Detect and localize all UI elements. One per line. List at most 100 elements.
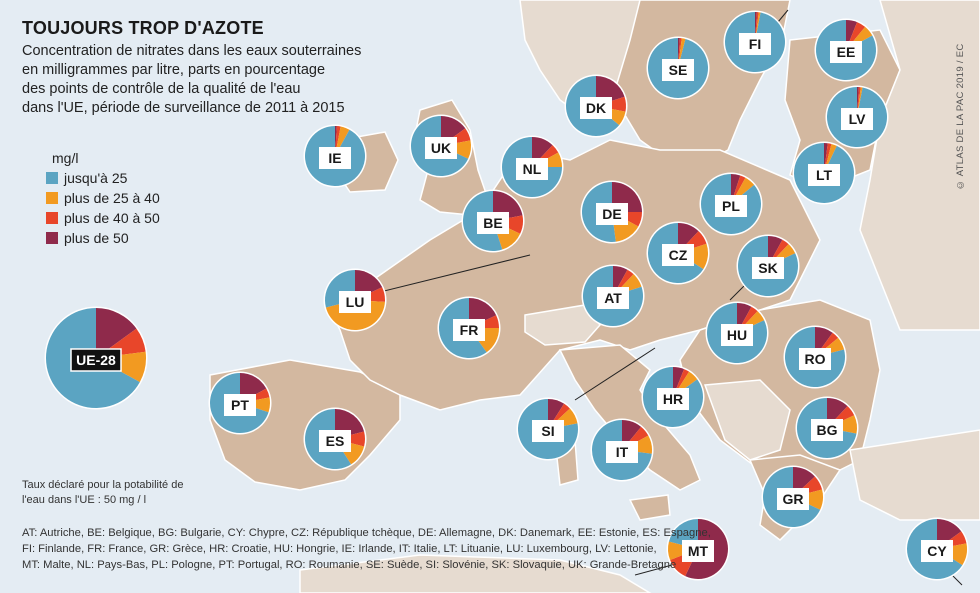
infographic-title: TOUJOURS TROP D'AZOTE bbox=[22, 18, 264, 38]
pie-nl-label: NL bbox=[523, 161, 542, 177]
pie-hr-label-box bbox=[657, 388, 689, 410]
legend-swatch-3 bbox=[46, 212, 58, 224]
pie-lu-label: LU bbox=[346, 294, 365, 310]
leader-si bbox=[574, 347, 656, 401]
pie-cy-label: CY bbox=[927, 543, 947, 559]
pie-at-label-box bbox=[597, 287, 629, 309]
pie-ro-label: RO bbox=[805, 351, 826, 367]
land-north-africa bbox=[299, 554, 652, 593]
pie-dk: DK bbox=[564, 74, 628, 138]
pie-es-label-box bbox=[319, 430, 351, 452]
pie-sk: SK bbox=[736, 234, 800, 298]
pie-de-label: DE bbox=[602, 206, 621, 222]
pie-ee-label-box bbox=[830, 41, 862, 63]
pie-it: IT bbox=[590, 418, 654, 482]
legend-item-1: jusqu'à 25 bbox=[46, 170, 127, 186]
subtitle-line-2: en milligrammes par litre, parts en pour… bbox=[22, 62, 326, 78]
land-turkey bbox=[849, 429, 980, 521]
pie-be-label: BE bbox=[483, 215, 502, 231]
pie-pl-label: PL bbox=[722, 198, 740, 214]
pie-bg-label-box bbox=[811, 419, 843, 441]
pie-si: SI bbox=[516, 397, 580, 461]
note-line-2: l'eau dans l'UE : 50 mg / l bbox=[22, 494, 147, 506]
pie-lt: LT bbox=[792, 141, 856, 205]
pie-hu-label: HU bbox=[727, 327, 747, 343]
pie-se-label: SE bbox=[669, 62, 688, 78]
pie-cy: CY bbox=[905, 517, 969, 581]
pie-lv-label: LV bbox=[849, 111, 867, 127]
pie-lu: LU bbox=[323, 268, 387, 332]
pie-at-label: AT bbox=[604, 290, 622, 306]
pie-mt-label: MT bbox=[688, 543, 709, 559]
pie-pt-label: PT bbox=[231, 397, 249, 413]
pie-at: AT bbox=[581, 264, 645, 328]
pie-cz-label-box bbox=[662, 244, 694, 266]
pie-lt-label: LT bbox=[816, 167, 833, 183]
pie-ie: IE bbox=[303, 124, 367, 188]
pie-cy-label-box bbox=[921, 540, 953, 562]
pie-ie-label-box bbox=[319, 147, 351, 169]
pie-bg: BG bbox=[795, 396, 859, 460]
pie-hu-label-box bbox=[721, 324, 753, 346]
leader-lu bbox=[379, 254, 531, 293]
pie-gr: GR bbox=[761, 465, 825, 529]
pie-charts: UE-28 FI SE EE LV LT DK IE UK NL BE DE PL CZ SK LU FR AT H… bbox=[44, 10, 969, 581]
pie-fi-label: FI bbox=[749, 36, 761, 52]
pie-cz: CZ bbox=[646, 221, 710, 285]
pie-be-label-box bbox=[477, 212, 509, 234]
pie-fr: FR bbox=[437, 296, 501, 360]
pie-ee: EE bbox=[814, 18, 878, 82]
legend-label-3: plus de 40 à 50 bbox=[64, 210, 160, 226]
pie-si-label-box bbox=[532, 420, 564, 442]
pie-it-label-box bbox=[606, 441, 638, 463]
potability-note: Taux déclaré pour la potabilité de l'eau… bbox=[22, 478, 183, 508]
pie-uk-label-box bbox=[425, 137, 457, 159]
legend-item-3: plus de 40 à 50 bbox=[46, 210, 160, 226]
pie-se-label-box bbox=[662, 59, 694, 81]
pie-pt-label-box bbox=[224, 394, 256, 416]
pie-ro: RO bbox=[783, 325, 847, 389]
pie-fi: FI bbox=[723, 10, 787, 74]
pie-uk: UK bbox=[409, 114, 473, 178]
abbreviations-line-2: FI: Finlande, FR: France, GR: Grèce, HR:… bbox=[22, 543, 657, 555]
copyright-credit: © ATLAS DE LA PAC 2019 / EC bbox=[955, 43, 966, 190]
pie-ue-28: UE-28 bbox=[44, 306, 148, 410]
land-sicily bbox=[628, 494, 671, 521]
pie-ee-label: EE bbox=[837, 44, 856, 60]
legend-item-4: plus de 50 bbox=[46, 230, 129, 246]
pie-ie-label: IE bbox=[328, 150, 341, 166]
pie-pt: PT bbox=[208, 371, 272, 435]
pie-es: ES bbox=[303, 407, 367, 471]
leader-mt bbox=[634, 564, 673, 576]
legend-label-1: jusqu'à 25 bbox=[64, 170, 128, 186]
pie-uk-label: UK bbox=[431, 140, 451, 156]
pie-bg-label: BG bbox=[817, 422, 838, 438]
legend-label-2: plus de 25 à 40 bbox=[64, 190, 160, 206]
legend-unit: mg/l bbox=[52, 150, 79, 166]
pie-ro-label-box bbox=[799, 348, 831, 370]
legend-swatch-1 bbox=[46, 172, 58, 184]
pie-pl: PL bbox=[699, 172, 763, 236]
pie-si-label: SI bbox=[541, 423, 554, 439]
subtitle-line-4: dans l'UE, période de surveillance de 20… bbox=[22, 100, 345, 116]
pie-ue-28-label: UE-28 bbox=[76, 352, 116, 368]
pie-dk-label-box bbox=[580, 97, 612, 119]
pie-gr-label-box bbox=[777, 488, 809, 510]
pie-sk-label-box bbox=[752, 257, 784, 279]
pie-mt: MT bbox=[666, 517, 730, 581]
leader-sk bbox=[729, 284, 746, 301]
pie-fi-label-box bbox=[739, 33, 771, 55]
pie-it-label: IT bbox=[616, 444, 629, 460]
pie-lu-label-box bbox=[339, 291, 371, 313]
pie-nl-label-box bbox=[516, 158, 548, 180]
pie-fr-label: FR bbox=[460, 322, 479, 338]
abbreviations-line-3: MT: Malte, NL: Pays-Bas, PL: Pologne, PT… bbox=[22, 559, 677, 571]
pie-lv: LV bbox=[825, 85, 889, 149]
legend-label-4: plus de 50 bbox=[64, 230, 129, 246]
land-italy bbox=[558, 344, 701, 491]
pie-mt-label-box bbox=[682, 540, 714, 562]
pie-ue-28-slice-4 bbox=[96, 308, 137, 358]
abbreviations-line-1: AT: Autriche, BE: Belgique, BG: Bulgarie… bbox=[22, 527, 711, 539]
